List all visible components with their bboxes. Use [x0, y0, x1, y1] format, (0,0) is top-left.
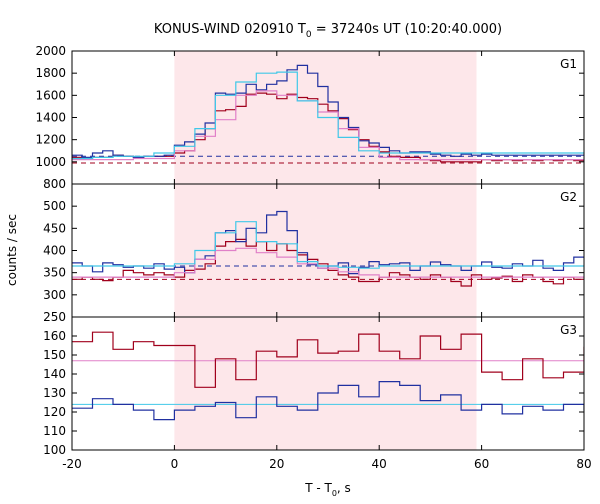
- series-red-line: [72, 238, 584, 287]
- y-tick-label: 110: [43, 424, 66, 438]
- panel-label: G3: [560, 323, 577, 337]
- panel-label: G1: [560, 57, 577, 71]
- shaded-interval: [174, 317, 477, 450]
- series-cyan-line: [72, 71, 584, 160]
- series-red-line: [72, 331, 584, 388]
- panel-frame: [71, 316, 585, 451]
- x-tick-label: 40: [372, 457, 387, 471]
- x-tick-label: 80: [576, 457, 591, 471]
- y-tick-label: 130: [43, 386, 66, 400]
- series-blue-line: [72, 381, 584, 421]
- y-tick-label: 1200: [35, 133, 66, 147]
- y-tick-label: 160: [43, 329, 66, 343]
- series-blue-line: [72, 210, 584, 275]
- y-tick-label: 350: [43, 266, 66, 280]
- y-tick-label: 1000: [35, 155, 66, 169]
- x-tick-label: 20: [269, 457, 284, 471]
- chart-title: KONUS-WIND 020910 T0 = 37240s UT (10:20:…: [154, 22, 502, 40]
- series-cyan-line: [72, 221, 584, 269]
- x-tick-label: 60: [474, 457, 489, 471]
- y-tick-label: 250: [43, 310, 66, 324]
- panel-g1: 800 1000 1200 1400 1600 1800 2000 G1: [35, 44, 585, 191]
- y-tick-label: 140: [43, 367, 66, 381]
- y-tick-label: 1800: [35, 66, 66, 80]
- series-pink-line: [72, 247, 584, 278]
- y-tick-label: 1400: [35, 111, 66, 125]
- x-tick-label: 0: [171, 457, 179, 471]
- x-tick-label: -20: [62, 457, 82, 471]
- plot-area: 800100012001400160018002000G125030035040…: [35, 44, 591, 471]
- y-tick-label: 500: [43, 199, 66, 213]
- y-tick-label: 300: [43, 288, 66, 302]
- y-tick-label: 100: [43, 443, 66, 457]
- x-axis-label: T - T0, s: [304, 481, 351, 498]
- y-tick-label: 1600: [35, 88, 66, 102]
- panel-g3: 100 110 120 130 140 150 160 G3: [43, 316, 585, 457]
- y-tick-label: 120: [43, 405, 66, 419]
- y-tick-label: 2000: [35, 44, 66, 58]
- y-tick-label: 450: [43, 221, 66, 235]
- y-tick-label: 400: [43, 244, 66, 258]
- y-tick-label: 150: [43, 348, 66, 362]
- panel-label: G2: [560, 190, 577, 204]
- panel-g2: 250 300 350 400 450 500 G2: [43, 183, 585, 324]
- y-tick-label: 800: [43, 177, 66, 191]
- y-axis-label: counts / sec: [5, 214, 19, 286]
